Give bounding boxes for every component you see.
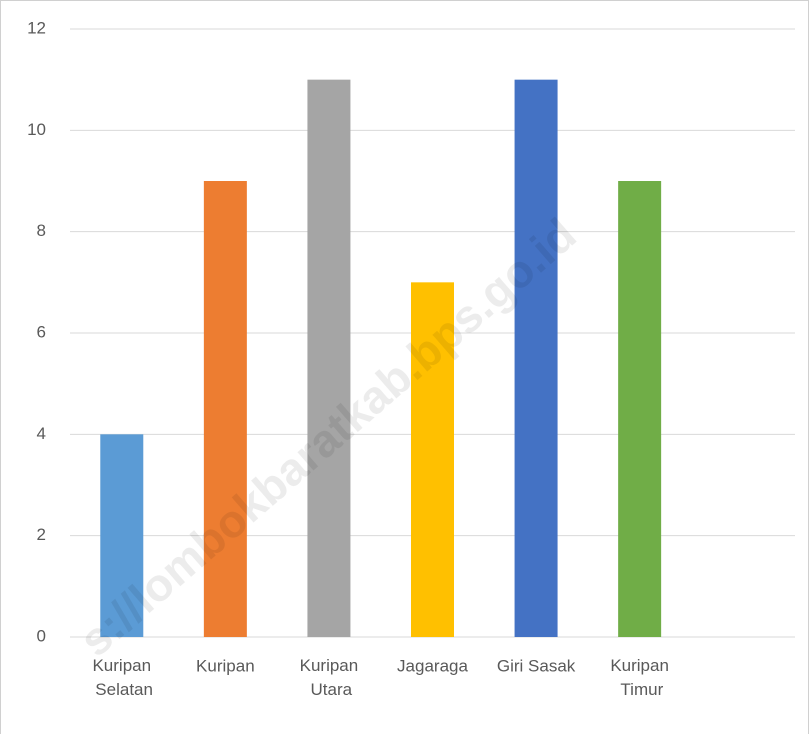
bar [618, 181, 662, 637]
x-tick-label: Kuripan Timur [610, 656, 669, 699]
x-tick-label: Kuripan [196, 656, 255, 675]
y-tick-label: 10 [27, 120, 46, 139]
y-tick-label: 12 [27, 18, 46, 37]
y-tick-label: 4 [37, 424, 46, 443]
bar [411, 282, 454, 637]
bar [100, 434, 144, 637]
bar [203, 181, 247, 637]
x-tick-label: Jagaraga [397, 656, 468, 675]
bar [514, 79, 558, 637]
y-tick-label: 8 [37, 221, 46, 240]
bar [307, 79, 351, 637]
x-tick-label: Kuripan Utara [300, 656, 359, 699]
x-tick-label: Kuripan Selatan [91, 656, 153, 699]
y-tick-label: 2 [37, 525, 46, 544]
x-tick-label: Giri Sasak [497, 656, 576, 675]
y-tick-label: 6 [37, 322, 46, 341]
y-tick-label: 0 [37, 626, 46, 645]
